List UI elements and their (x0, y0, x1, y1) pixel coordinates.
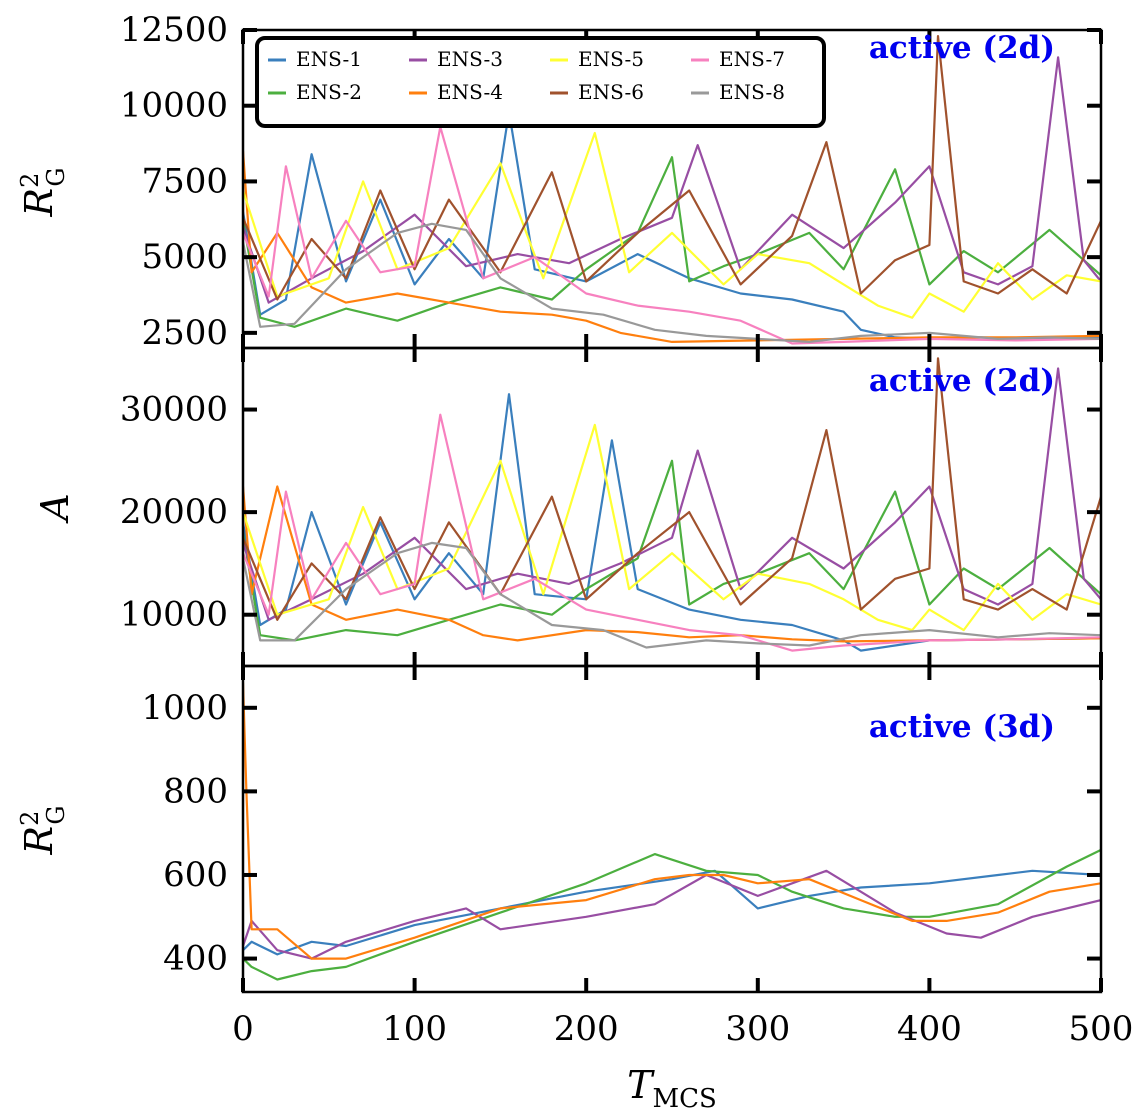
panel-bottom-ylabel: R2G (16, 805, 70, 855)
legend: ENS-1 ENS-3 ENS-5 ENS-7 ENS-2 ENS-4 ENS-6 ENS-8 (255, 36, 826, 128)
panel-top-series-ens-6 (243, 34, 1101, 301)
panel-middle-ytick-label: 30000 (120, 390, 228, 430)
panel-top-annotation: active (2d) (869, 30, 1055, 66)
panel-middle-series-ens-6 (243, 357, 1101, 621)
panel-top-series-ens-8 (243, 222, 1101, 343)
panel-top-ytick-label: 10000 (120, 86, 228, 126)
legend-label-ens-3: ENS-3 (437, 47, 503, 71)
panel-middle: 10000 20000 30000 active (2d) A (33, 346, 1103, 668)
panel-middle-series-ens-5 (243, 423, 1101, 632)
panel-middle-series-ens-2 (243, 459, 1101, 642)
x-tick-label: 200 (554, 1009, 619, 1049)
legend-label-ens-2: ENS-2 (296, 80, 362, 104)
legend-label-ens-8: ENS-8 (719, 80, 785, 104)
panel-top-ytick-label: 7500 (141, 161, 228, 201)
panel-bottom-series-ens-2 (243, 848, 1101, 981)
panel-middle-series-ens-3 (243, 367, 1101, 621)
panel-middle-ylabel: A (33, 493, 77, 523)
panel-bottom-series-ens-3 (243, 869, 1101, 960)
legend-label-ens-7: ENS-7 (719, 47, 785, 71)
panel-middle-ytick-label: 20000 (120, 492, 228, 532)
panel-bottom-frame (241, 664, 1103, 994)
panel-top-series-ens-3 (243, 56, 1101, 304)
panel-bottom-series-ens-1 (243, 869, 1101, 956)
legend-box (255, 36, 826, 128)
x-tick-label: 300 (725, 1009, 790, 1049)
panel-bottom-annotation: active (3d) (869, 709, 1055, 745)
panel-top-series-ens-4 (243, 151, 1101, 343)
panel-bottom: 400 600 800 1000 active (3d) R2G (16, 664, 1103, 994)
x-axis-ticks: 0 100 200 300 400 500 (232, 1009, 1133, 1049)
x-tick-label: 100 (382, 1009, 447, 1049)
panel-top-series-ens-7 (243, 125, 1101, 345)
panel-bottom-ytick-label: 1000 (141, 688, 228, 728)
x-tick-label: 400 (897, 1009, 962, 1049)
panel-middle-ytick-label: 10000 (120, 595, 228, 635)
panel-top-series-ens-2 (243, 156, 1101, 328)
panel-top-ytick-label: 2500 (141, 313, 228, 353)
panel-middle-annotation: active (2d) (869, 363, 1055, 399)
panel-bottom-ytick-label: 800 (163, 771, 228, 811)
legend-label-ens-4: ENS-4 (437, 80, 503, 104)
panel-middle-series-ens-8 (243, 541, 1101, 649)
panel-bottom-ytick-label: 400 (163, 939, 228, 979)
panel-bottom-series-ens-4 (243, 682, 1101, 960)
legend-label-ens-5: ENS-5 (578, 47, 644, 71)
legend-label-ens-6: ENS-6 (578, 80, 644, 104)
x-axis-label: TMCS (627, 1063, 717, 1114)
panel-middle-series-ens-4 (243, 485, 1101, 643)
panel-top: 2500 5000 7500 10000 12500 active (2d) R2G (16, 10, 1103, 353)
panel-middle-series-ens-7 (243, 413, 1101, 652)
panel-bottom-ytick-label: 600 (163, 855, 228, 895)
panel-top-ytick-label: 5000 (141, 237, 228, 277)
panel-top-ylabel: R2G (16, 167, 70, 217)
x-tick-label: 500 (1069, 1009, 1134, 1049)
panel-top-series-ens-1 (243, 110, 1101, 340)
panel-top-ytick-label: 12500 (120, 10, 228, 50)
x-tick-label: 0 (232, 1009, 254, 1049)
panel-middle-series-ens-1 (243, 393, 1101, 652)
legend-label-ens-1: ENS-1 (296, 47, 362, 71)
